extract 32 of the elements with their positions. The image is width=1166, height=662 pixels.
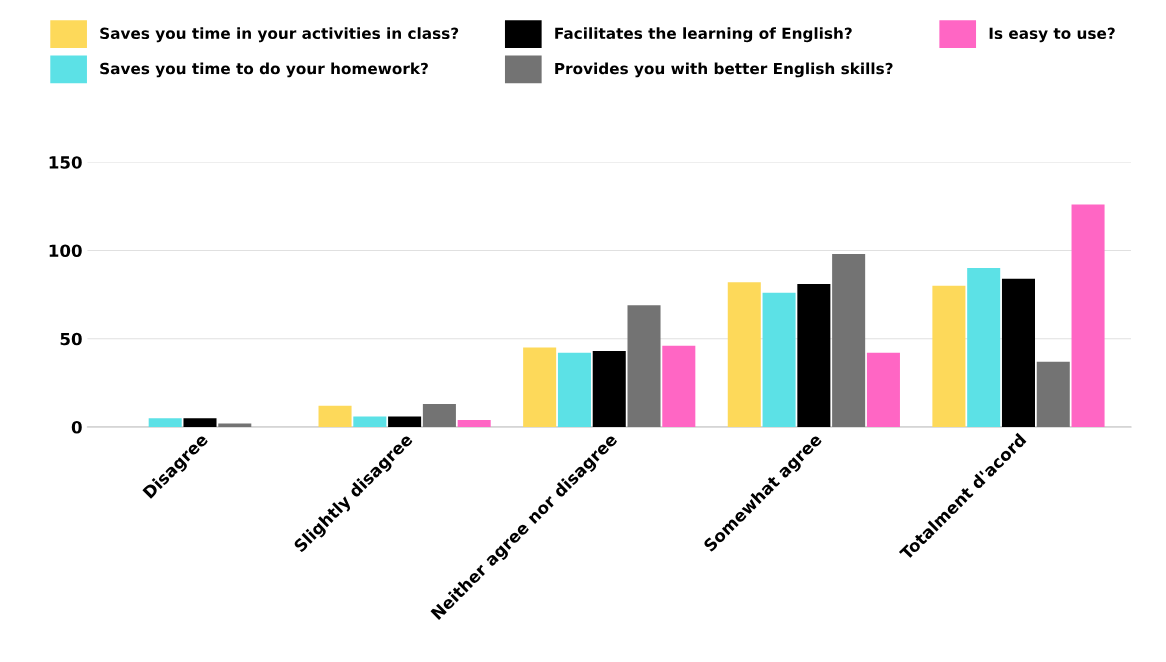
bar [218, 423, 252, 427]
bar [832, 253, 866, 427]
bar [727, 282, 761, 427]
bar [457, 419, 491, 427]
legend-label: Is easy to use? [989, 27, 1115, 43]
bar [662, 345, 696, 427]
bar [353, 416, 387, 427]
bar [627, 305, 661, 427]
bar [422, 404, 456, 427]
legend-label: Saves you time to do your homework? [100, 62, 428, 78]
y-tick-label: 150 [49, 156, 82, 169]
y-tick-label: 0 [71, 420, 82, 434]
y-tick-label: 50 [60, 332, 82, 346]
y-tick-label: 100 [49, 244, 82, 258]
bar [932, 285, 966, 427]
bar [1071, 204, 1105, 427]
legend-label: Facilitates the learning of English? [555, 27, 852, 43]
bar [592, 351, 626, 427]
bar [557, 352, 591, 427]
bar [388, 416, 422, 427]
bar [1036, 361, 1070, 427]
bar [318, 405, 352, 427]
bar [797, 284, 831, 427]
bar [866, 352, 900, 427]
legend-label: Saves you time in your activities in class? [100, 27, 459, 43]
bar [183, 418, 217, 427]
bar [967, 268, 1001, 427]
bar [762, 292, 796, 427]
bar [523, 347, 557, 427]
bar [148, 418, 182, 427]
legend-label: Provides you with better English skills? [555, 62, 893, 78]
bar [1001, 278, 1035, 427]
